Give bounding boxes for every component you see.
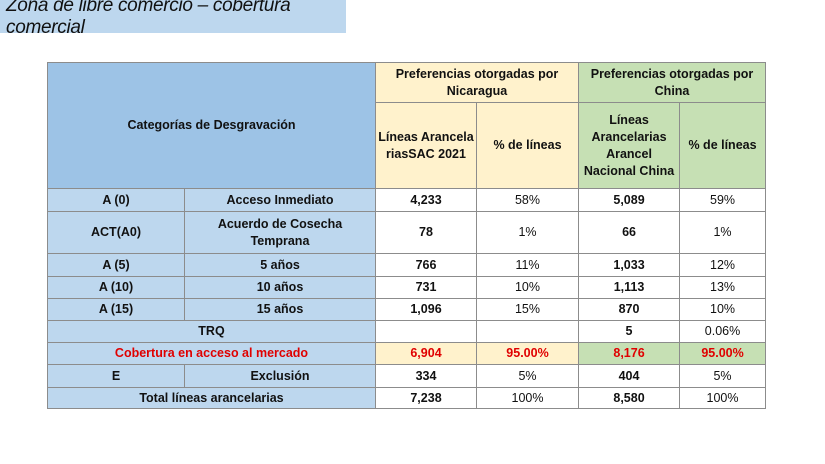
row-code: ACT(A0) [47,211,185,254]
row-code: A (15) [47,298,185,321]
row-nic-lines: 731 [375,276,477,299]
coverage-china-pct: 95.00% [679,342,767,365]
header-nic-lines: Líneas ArancelariasSAC 2021 [375,102,477,189]
header-china-pct: % de líneas [679,102,767,189]
exclusion-china-lines: 404 [578,364,681,388]
header-nicaragua-group: Preferencias otorgadas por Nicaragua [374,62,580,103]
row-desc: 10 años [184,276,376,299]
row-china-lines: 870 [578,298,681,321]
row-code: A (0) [47,188,185,212]
header-china-lines: Líneas Arancelarias Arancel Nacional Chi… [578,102,681,189]
row-china-lines: 1,033 [578,253,681,277]
row-nic-lines: 78 [375,211,477,254]
table-row: A (5) 5 años 766 11% 1,033 12% [47,253,767,277]
row-nic-lines: 766 [375,253,477,277]
row-china-pct: 59% [679,188,767,212]
row-china-pct: 1% [679,211,767,254]
table-row: A (10) 10 años 731 10% 1,113 13% [47,276,767,299]
row-nic-lines: 4,233 [375,188,477,212]
coverage-table: Categorías de Desgravación Preferencias … [47,62,767,409]
header-categories: Categorías de Desgravación [47,62,376,189]
row-code: A (5) [47,253,185,277]
row-nic-lines: 1,096 [375,298,477,321]
table-row: A (15) 15 años 1,096 15% 870 10% [47,298,767,321]
row-desc: Acceso Inmediato [184,188,376,212]
row-desc: Acuerdo de Cosecha Temprana [184,211,376,254]
exclusion-nic-lines: 334 [375,364,477,388]
coverage-china-lines: 8,176 [578,342,681,365]
row-china-lines: 1,113 [578,276,681,299]
row-nic-pct: 58% [475,188,580,212]
table-row: ACT(A0) Acuerdo de Cosecha Temprana 78 1… [47,211,767,254]
trq-nic-pct [475,320,580,343]
total-row: Total líneas arancelarias 7,238 100% 8,5… [47,387,767,409]
slide-title-box: Zona de libre comercio – cobertura comer… [0,0,346,38]
total-nic-pct: 100% [475,387,580,409]
exclusion-desc: Exclusión [184,364,376,388]
trq-nic-lines [375,320,477,343]
trq-row: TRQ 5 0.06% [47,320,767,343]
exclusion-china-pct: 5% [679,364,767,388]
coverage-label: Cobertura en acceso al mercado [47,342,376,365]
row-china-lines: 5,089 [578,188,681,212]
row-desc: 5 años [184,253,376,277]
total-label: Total líneas arancelarias [47,387,376,409]
row-nic-pct: 11% [475,253,580,277]
row-china-pct: 12% [679,253,767,277]
row-nic-pct: 1% [475,211,580,254]
row-code: A (10) [47,276,185,299]
slide-title: Zona de libre comercio – cobertura comer… [6,0,291,38]
coverage-row: Cobertura en acceso al mercado 6,904 95.… [47,342,767,365]
header-china-group: Preferencias otorgadas por China [578,62,767,103]
coverage-nic-lines: 6,904 [375,342,477,365]
header-nic-pct: % de líneas [475,102,580,189]
trq-china-lines: 5 [578,320,681,343]
table-row: A (0) Acceso Inmediato 4,233 58% 5,089 5… [47,188,767,212]
trq-label: TRQ [47,320,376,343]
coverage-nic-pct: 95.00% [475,342,580,365]
exclusion-nic-pct: 5% [475,364,580,388]
row-nic-pct: 15% [475,298,580,321]
row-china-pct: 10% [679,298,767,321]
row-desc: 15 años [184,298,376,321]
total-nic-lines: 7,238 [375,387,477,409]
total-china-lines: 8,580 [578,387,681,409]
exclusion-row: E Exclusión 334 5% 404 5% [47,364,767,388]
row-china-pct: 13% [679,276,767,299]
row-china-lines: 66 [578,211,681,254]
row-nic-pct: 10% [475,276,580,299]
exclusion-code: E [47,364,185,388]
total-china-pct: 100% [679,387,767,409]
trq-china-pct: 0.06% [679,320,767,343]
